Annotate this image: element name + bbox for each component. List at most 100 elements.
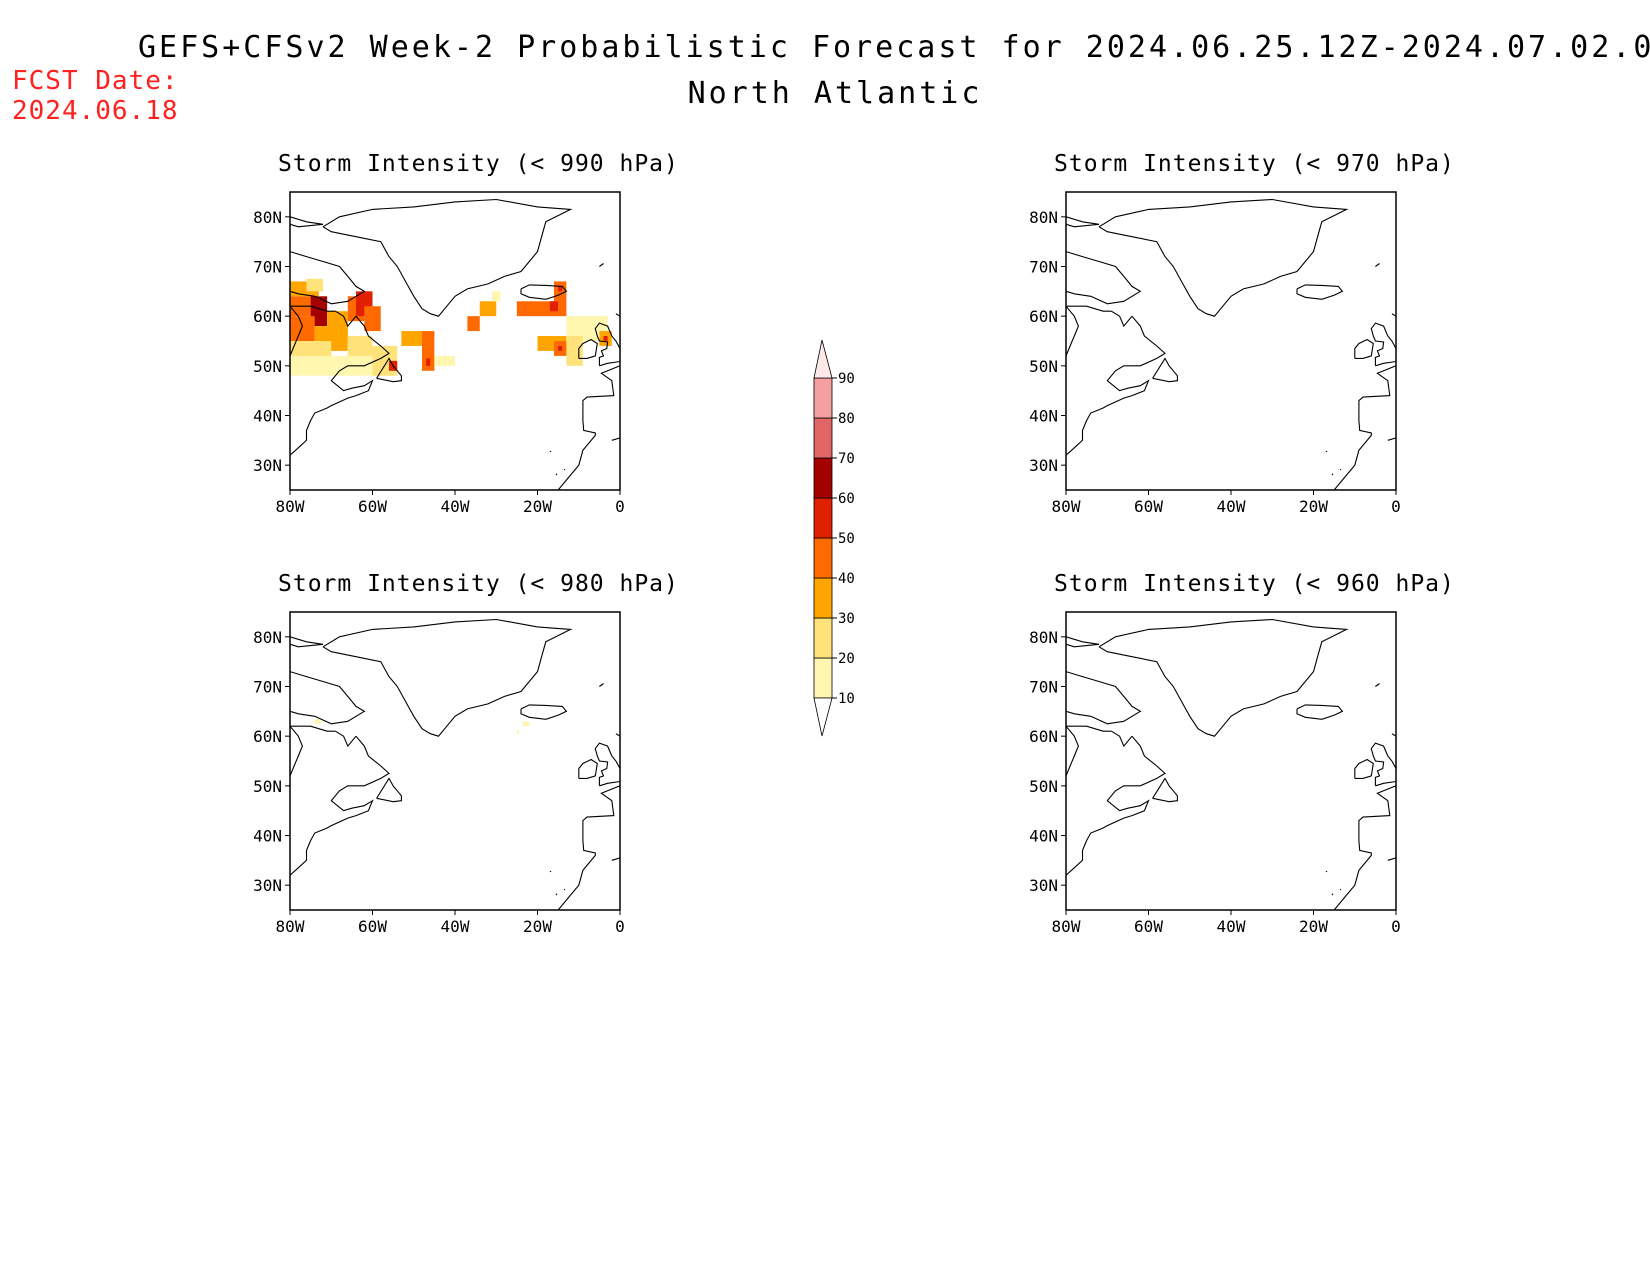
coastline: [290, 735, 390, 876]
colorbar-segment: [813, 537, 833, 579]
coastline: [1066, 725, 1112, 732]
lat-tick-label: 50N: [1029, 357, 1058, 376]
colorbar-label: 60: [838, 491, 855, 507]
panel-title-980: Storm Intensity (< 980 hPa): [278, 571, 679, 597]
lat-tick-label: 30N: [1029, 456, 1058, 475]
coastline: [549, 870, 552, 873]
prob-cell: [401, 331, 427, 346]
lon-tick-label: 60W: [358, 497, 387, 516]
lon-tick-label: 80W: [276, 497, 305, 516]
lon-tick-label: 20W: [523, 917, 552, 936]
lat-tick-label: 50N: [1029, 777, 1058, 796]
coastline: [1325, 870, 1328, 873]
lat-tick-label: 60N: [253, 307, 282, 326]
coastline: [1152, 777, 1178, 803]
lat-tick-label: 70N: [253, 678, 282, 697]
colorbar-label: 80: [838, 411, 855, 427]
coastline: [290, 216, 324, 228]
coastline: [1152, 357, 1178, 383]
prob-cell: [467, 316, 480, 332]
lon-tick-label: 20W: [523, 497, 552, 516]
coastline: [290, 636, 324, 648]
coastline: [290, 725, 336, 732]
prob-cell: [566, 336, 583, 366]
coastline: [1333, 365, 1396, 490]
lat-tick-label: 70N: [253, 258, 282, 277]
prob-cell: [492, 291, 501, 302]
prob-cell: [426, 358, 431, 366]
colorbar-label: 20: [838, 651, 855, 667]
coastline: [1066, 735, 1166, 876]
coastline: [1325, 450, 1328, 453]
coastline: [1296, 704, 1344, 720]
coastline: [1370, 742, 1396, 787]
map-frame: [289, 611, 621, 911]
lon-tick-label: 60W: [358, 917, 387, 936]
lon-tick-label: 0: [615, 497, 625, 516]
lon-tick-label: 60W: [1134, 497, 1163, 516]
colorbar-segment: [813, 657, 833, 699]
panel-title-970: Storm Intensity (< 970 hPa): [1054, 151, 1455, 177]
coastline: [1354, 338, 1374, 359]
coastline: [376, 357, 402, 383]
prob-cell: [479, 301, 497, 317]
coastline: [555, 473, 558, 476]
lat-tick-label: 40N: [1029, 827, 1058, 846]
coastline: [611, 857, 620, 861]
prob-cell: [523, 721, 530, 727]
panel-title-960: Storm Intensity (< 960 hPa): [1054, 571, 1455, 597]
colorbar-label: 30: [838, 611, 855, 627]
lon-tick-label: 80W: [1052, 497, 1081, 516]
prob-cell: [290, 316, 315, 341]
prob-cell: [347, 336, 373, 356]
coastline: [578, 338, 598, 359]
colorbar-label: 70: [838, 451, 855, 467]
prob-cell: [558, 286, 563, 292]
lat-tick-label: 80N: [1029, 208, 1058, 227]
map-990: 30N 40N 50N 60N 70N 80N 80W 60W 40W 20W 0: [253, 191, 625, 516]
lon-tick-label: 80W: [276, 917, 305, 936]
colorbar-label: 50: [838, 531, 855, 547]
prob-cell: [516, 730, 519, 734]
panel-960: Storm Intensity (< 960 hPa) 30N 40N 50N 60N…: [996, 568, 1454, 938]
coastline: [1066, 305, 1079, 357]
coastline: [1066, 251, 1142, 305]
lon-tick-label: 40W: [1217, 917, 1246, 936]
coastline: [290, 305, 336, 312]
coastline: [1331, 473, 1334, 476]
lat-tick-label: 50N: [253, 777, 282, 796]
lon-tick-label: 40W: [441, 497, 470, 516]
fcst-date-value: 2024.06.18: [12, 96, 179, 126]
coastline: [578, 758, 598, 779]
panel-980: Storm Intensity (< 980 hPa) 30N 40N 50N 60N…: [220, 568, 678, 938]
prob-cell: [549, 301, 559, 312]
lon-tick-label: 20W: [1299, 497, 1328, 516]
region-title: North Atlantic: [687, 76, 983, 111]
coastline: [1111, 310, 1133, 328]
prob-cell: [290, 355, 373, 376]
lat-tick-label: 30N: [253, 456, 282, 475]
coastline: [290, 671, 366, 725]
lat-tick-label: 40N: [253, 407, 282, 426]
colorbar-segment: [813, 617, 833, 659]
colorbar-segment: [813, 417, 833, 459]
lon-tick-label: 0: [1391, 497, 1401, 516]
lat-tick-label: 50N: [253, 357, 282, 376]
map-960: 30N 40N 50N 60N 70N 80N 80W 60W 40W 20W 0: [1029, 611, 1401, 936]
coastline: [290, 251, 366, 305]
coastline: [322, 618, 573, 737]
coastline: [549, 450, 552, 453]
coastline: [1387, 437, 1396, 441]
colorbar-label: 90: [838, 371, 855, 387]
lon-tick-label: 60W: [1134, 917, 1163, 936]
coastline: [335, 730, 357, 748]
colorbar-segment: [813, 497, 833, 539]
colorbar-label: 10: [838, 691, 855, 707]
coastline: [555, 893, 558, 896]
colorbar-segment: [813, 377, 833, 419]
lat-tick-label: 60N: [253, 727, 282, 746]
coastline: [1333, 785, 1396, 910]
coastline: [335, 310, 357, 328]
coastline: [1387, 857, 1396, 861]
coastline: [322, 198, 573, 317]
